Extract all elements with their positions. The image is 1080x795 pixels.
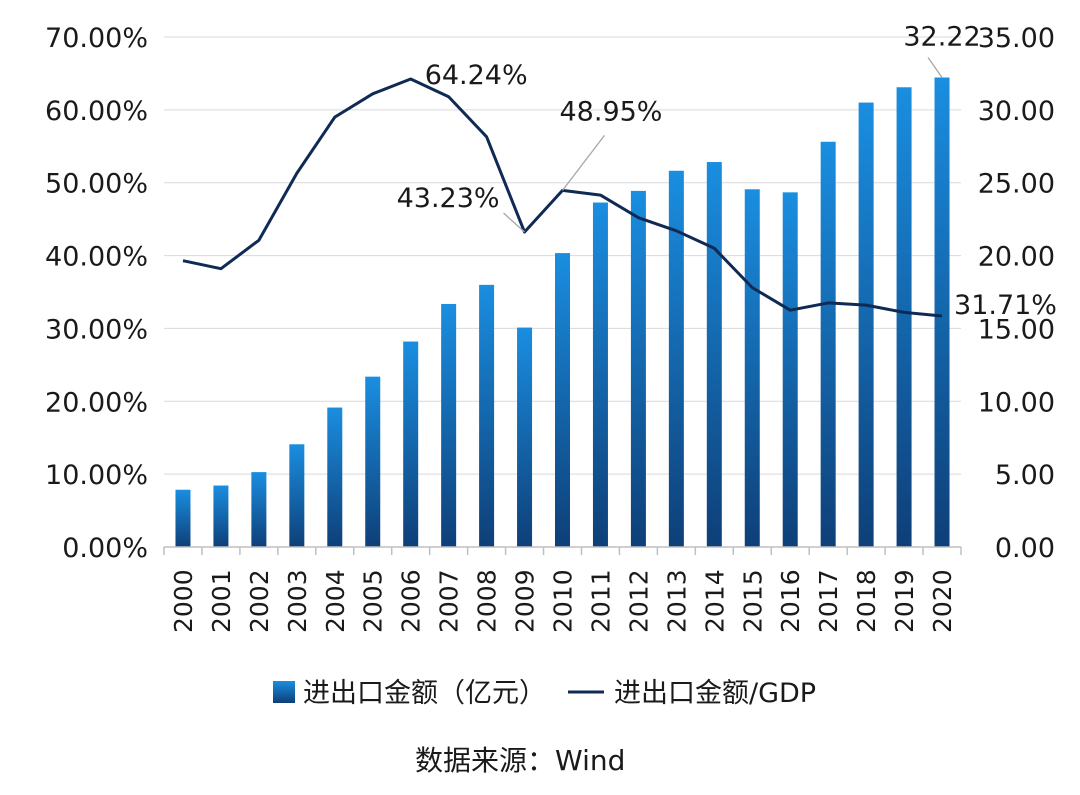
bar-2013 [668, 170, 684, 547]
x-tick-label-2013: 2013 [662, 569, 691, 633]
annotation-leader [561, 134, 606, 191]
x-tick-label-2006: 2006 [397, 569, 426, 633]
x-tick-label-2009: 2009 [511, 569, 540, 633]
x-tick-label-2007: 2007 [435, 569, 464, 633]
legend-bar-label: 进出口金额（亿元） [303, 678, 546, 709]
annotation-leader [927, 57, 943, 78]
bar-2020 [934, 77, 950, 547]
bar-2000 [175, 489, 191, 547]
left-axis-tick-label: 60.00% [45, 96, 148, 127]
x-tick-label-2004: 2004 [321, 569, 350, 633]
left-axis-tick-label: 10.00% [45, 460, 148, 491]
bar-2007 [441, 303, 457, 547]
left-axis-tick-label: 40.00% [45, 242, 148, 273]
left-axis-tick-label: 50.00% [45, 169, 148, 200]
right-axis-tick-label: 15.00 [978, 314, 1055, 345]
x-tick-label-2012: 2012 [624, 569, 653, 633]
data-label-2020: 31.71% [954, 290, 1057, 321]
bar-2017 [820, 141, 836, 548]
bar-series [175, 77, 950, 548]
left-axis-tick-label: 30.00% [45, 314, 148, 345]
data-label-2010: 48.95% [560, 96, 663, 127]
bar-2002 [251, 472, 267, 547]
x-tick-label-2008: 2008 [473, 569, 502, 633]
legend-bar-swatch [273, 681, 295, 703]
x-tick-label-2005: 2005 [359, 569, 388, 633]
x-tick-label-2017: 2017 [814, 569, 843, 633]
bar-2011 [592, 202, 608, 547]
bar-2014 [706, 162, 722, 547]
bar-2018 [858, 102, 874, 548]
axes: 0.00% 10.00% 20.00% 30.00% 40.00% 50.00% 60.00… [45, 23, 1055, 633]
x-tick-label-2014: 2014 [700, 569, 729, 633]
bar-2016 [782, 192, 798, 547]
data-label-2020: 32.22 [903, 22, 980, 53]
x-tick-label-2001: 2001 [207, 569, 236, 633]
bar-2001 [213, 485, 229, 547]
x-tick-label-2002: 2002 [245, 569, 274, 633]
right-axis-tick-label: 25.00 [978, 169, 1055, 200]
bar-2006 [403, 341, 419, 547]
data-label-2009: 43.23% [397, 183, 500, 214]
source-note: 数据来源：Wind [415, 744, 625, 777]
data-label-2006: 64.24% [425, 60, 528, 91]
left-axis-tick-label: 70.00% [45, 23, 148, 54]
legend-line-label: 进出口金额/GDP [614, 678, 816, 709]
bar-2019 [896, 87, 912, 548]
x-tick-label-2015: 2015 [738, 569, 767, 633]
legend: 进出口金额（亿元） 进出口金额/GDP [273, 678, 816, 709]
data-labels: 64.24% 43.23% 48.95% 31.71% 32.22 [397, 22, 1057, 321]
bar-2005 [365, 376, 381, 547]
bar-2010 [555, 253, 570, 547]
bar-2004 [327, 407, 343, 547]
right-axis-tick-label: 20.00 [978, 242, 1055, 273]
x-tick-label-2018: 2018 [852, 569, 881, 633]
x-tick-label-2019: 2019 [890, 569, 919, 633]
right-axis-tick-label: 10.00 [978, 387, 1055, 418]
x-tick-label-2003: 2003 [283, 569, 312, 633]
right-axis-tick-label: 0.00 [995, 533, 1055, 564]
x-tick-label-2016: 2016 [776, 569, 805, 633]
right-axis-tick-label: 30.00 [978, 96, 1055, 127]
x-tick-label-2000: 2000 [169, 569, 198, 633]
bar-2008 [479, 284, 495, 547]
x-tick-label-2020: 2020 [928, 569, 957, 633]
annotation-leader [503, 212, 525, 233]
bar-2012 [630, 190, 646, 548]
left-axis-tick-label: 20.00% [45, 387, 148, 418]
right-axis-tick-label: 5.00 [995, 460, 1055, 491]
bar-2009 [517, 327, 533, 547]
x-tick-label-2010: 2010 [549, 569, 578, 633]
bar-2003 [289, 444, 305, 547]
bar-2015 [744, 189, 760, 547]
x-tick-label-2011: 2011 [586, 569, 615, 633]
right-axis-tick-label: 35.00 [978, 23, 1055, 54]
left-axis-tick-label: 0.00% [62, 533, 148, 564]
